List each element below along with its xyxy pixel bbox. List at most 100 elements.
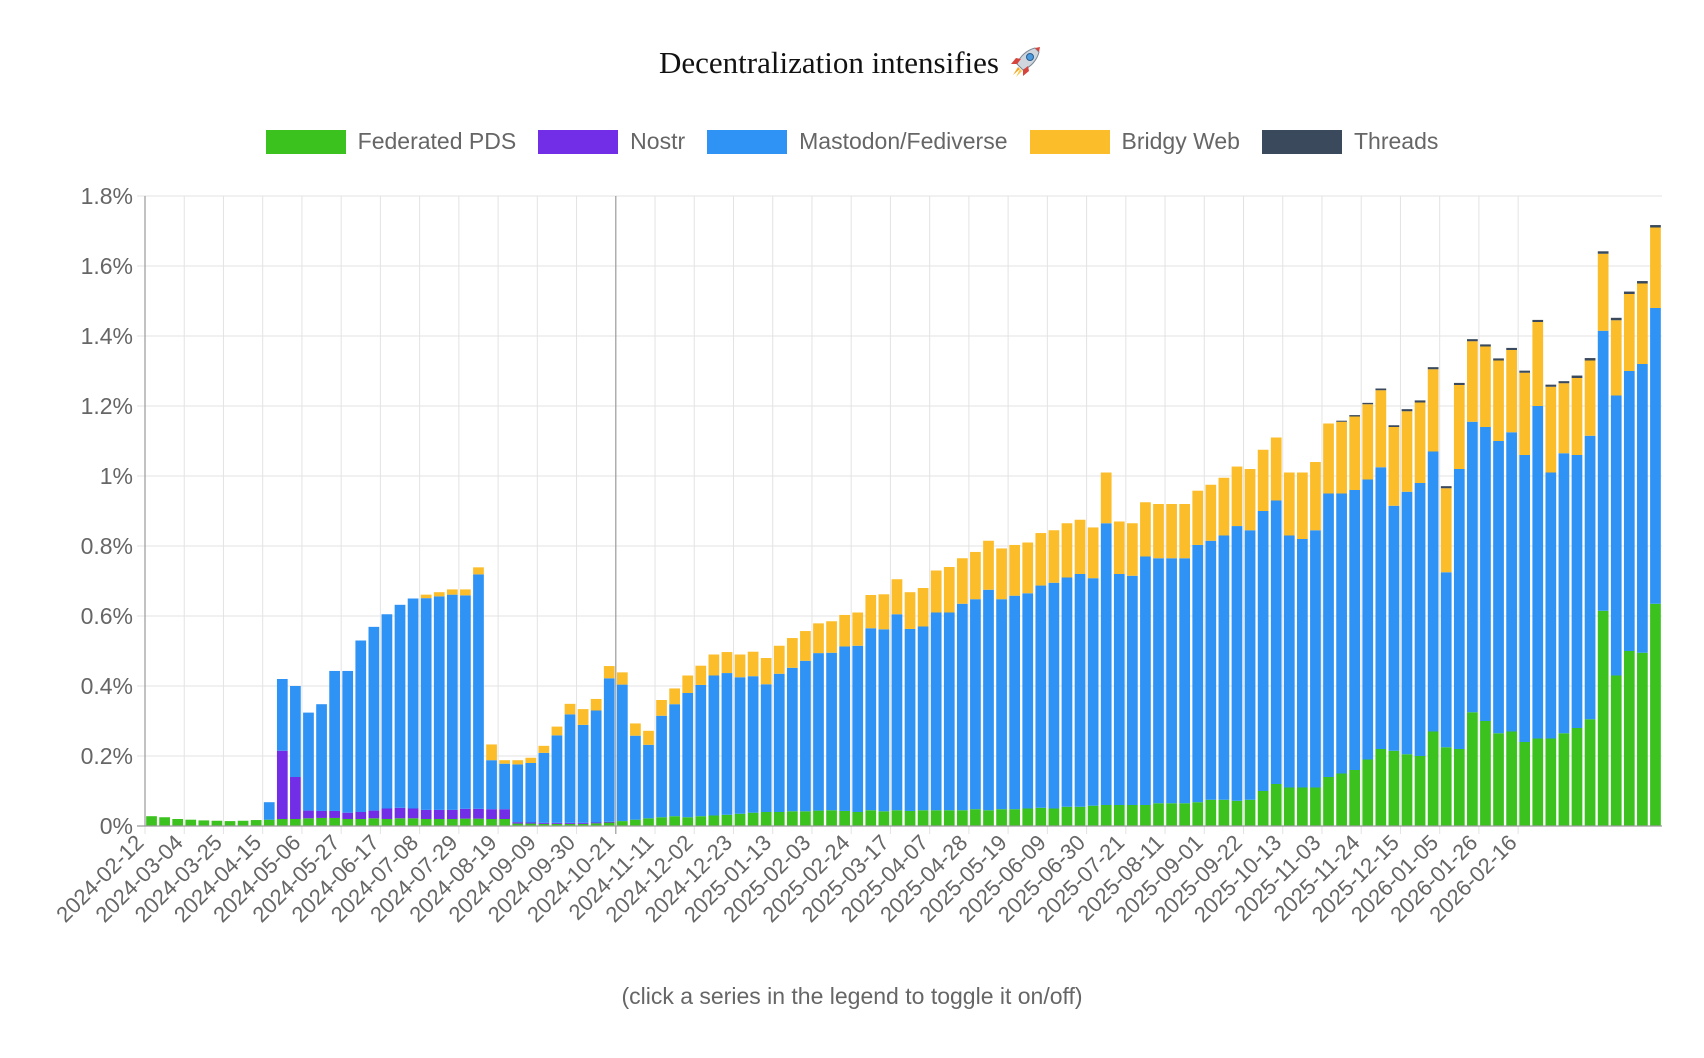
- legend-item-nostr[interactable]: Nostr: [538, 128, 685, 155]
- bar-mastodon-fediverse: [525, 763, 537, 823]
- bar-federated-pds: [996, 809, 1007, 826]
- chart-title: Decentralization intensifies: [0, 42, 1704, 90]
- bar-mastodon-fediverse: [303, 712, 314, 811]
- bar-federated-pds: [1270, 784, 1282, 826]
- bar-mastodon-fediverse: [1140, 556, 1151, 805]
- bar-federated-pds: [956, 810, 968, 826]
- legend-item-mastodon-fediverse[interactable]: Mastodon/Fediverse: [707, 128, 1008, 155]
- bar-bridgy-web: [1205, 484, 1217, 541]
- bar-bridgy-web: [1401, 411, 1413, 492]
- bar-nostr: [394, 807, 406, 819]
- bar-bridgy-web: [616, 672, 628, 685]
- bar-mastodon-fediverse: [1637, 364, 1648, 653]
- bar-federated-pds: [590, 823, 602, 826]
- bar-mastodon-fediverse: [721, 673, 733, 815]
- bar-mastodon-fediverse: [512, 764, 524, 823]
- bar-mastodon-fediverse: [1323, 493, 1334, 777]
- bar-mastodon-fediverse: [1597, 330, 1609, 611]
- bar-bridgy-web: [656, 700, 667, 716]
- bar-threads: [1506, 347, 1517, 350]
- bar-mastodon-fediverse: [1336, 493, 1347, 774]
- bar-mastodon-fediverse: [943, 612, 955, 811]
- bar-bridgy-web: [473, 567, 484, 575]
- legend-swatch: [538, 129, 619, 154]
- bar-mastodon-fediverse: [499, 763, 510, 810]
- bar-bridgy-web: [1022, 542, 1034, 594]
- bar-federated-pds: [1009, 809, 1021, 826]
- legend-item-threads[interactable]: Threads: [1261, 128, 1438, 155]
- bar-bridgy-web: [760, 658, 772, 685]
- bar-federated-pds: [446, 819, 458, 826]
- bar-mastodon-fediverse: [970, 599, 981, 810]
- bar-federated-pds: [839, 810, 851, 826]
- bar-bridgy-web: [983, 540, 994, 590]
- bar-federated-pds: [970, 809, 981, 826]
- bar-federated-pds: [1401, 754, 1413, 826]
- bar-federated-pds: [198, 820, 210, 826]
- bar-bridgy-web: [1336, 421, 1347, 494]
- legend-item-federated-pds[interactable]: Federated PDS: [265, 128, 516, 155]
- bar-threads: [1610, 317, 1622, 321]
- bar-mastodon-fediverse: [1127, 575, 1138, 805]
- bar-nostr: [577, 822, 589, 824]
- legend-swatch: [265, 129, 346, 154]
- bar-mastodon-fediverse: [1074, 574, 1086, 807]
- bar-threads: [1388, 425, 1400, 427]
- bar-federated-pds: [512, 823, 524, 826]
- bar-federated-pds: [1637, 652, 1648, 826]
- bar-mastodon-fediverse: [1022, 593, 1034, 809]
- bar-bridgy-web: [1610, 320, 1622, 396]
- bar-nostr: [525, 822, 537, 824]
- bar-mastodon-fediverse: [420, 598, 432, 810]
- bar-bridgy-web: [1506, 350, 1517, 433]
- bar-nostr: [420, 809, 432, 819]
- legend-hint: (click a series in the legend to toggle …: [621, 983, 1083, 1009]
- legend-item-bridgy-web[interactable]: Bridgy Web: [1029, 128, 1240, 155]
- bar-mastodon-fediverse: [538, 752, 550, 823]
- bar-bridgy-web: [1257, 449, 1269, 511]
- bar-federated-pds: [1218, 799, 1230, 826]
- bar-federated-pds: [1100, 805, 1112, 826]
- bar-federated-pds: [891, 810, 903, 826]
- bar-federated-pds: [1584, 719, 1596, 826]
- bar-federated-pds: [983, 810, 994, 826]
- bar-bridgy-web: [930, 570, 942, 613]
- bar-federated-pds: [1192, 802, 1204, 826]
- bar-threads: [1427, 367, 1439, 370]
- legend: Federated PDS Nostr Mastodon/Fediverse Brid…: [0, 128, 1704, 155]
- bar-bridgy-web: [956, 558, 968, 604]
- bar-federated-pds: [316, 817, 327, 826]
- bar-threads: [1453, 382, 1465, 385]
- bar-federated-pds: [1349, 770, 1361, 826]
- bar-mastodon-fediverse: [1153, 558, 1164, 804]
- bar-mastodon-fediverse: [1375, 467, 1387, 749]
- bar-bridgy-web: [878, 594, 890, 630]
- bar-bridgy-web: [1231, 466, 1243, 527]
- bar-bridgy-web: [1388, 427, 1400, 506]
- bar-federated-pds: [695, 816, 707, 826]
- bar-federated-pds: [394, 818, 406, 826]
- bar-bridgy-web: [1493, 360, 1504, 441]
- bar-mastodon-fediverse: [760, 684, 772, 812]
- legend-label: Nostr: [630, 128, 686, 154]
- bar-threads: [1545, 384, 1557, 387]
- legend-swatch: [707, 129, 788, 154]
- bar-bridgy-web: [1545, 386, 1557, 473]
- bar-mastodon-fediverse: [695, 684, 707, 817]
- bar-nostr: [603, 821, 615, 823]
- bar-bridgy-web: [852, 612, 864, 646]
- y-tick-label: 0%: [100, 813, 133, 839]
- bar-federated-pds: [1140, 805, 1151, 826]
- bar-mastodon-fediverse: [1244, 530, 1256, 800]
- bar-mastodon-fediverse: [996, 599, 1007, 810]
- bar-mastodon-fediverse: [656, 715, 667, 818]
- bar-mastodon-fediverse: [316, 704, 327, 811]
- bar-federated-pds: [1480, 721, 1491, 826]
- bar-mastodon-fediverse: [1427, 451, 1439, 732]
- bar-federated-pds: [1113, 805, 1125, 826]
- bar-bridgy-web: [1061, 523, 1073, 578]
- bar-threads: [1571, 375, 1583, 378]
- bar-federated-pds: [708, 815, 720, 826]
- bar-mastodon-fediverse: [1257, 511, 1269, 791]
- bar-mastodon-fediverse: [708, 675, 720, 816]
